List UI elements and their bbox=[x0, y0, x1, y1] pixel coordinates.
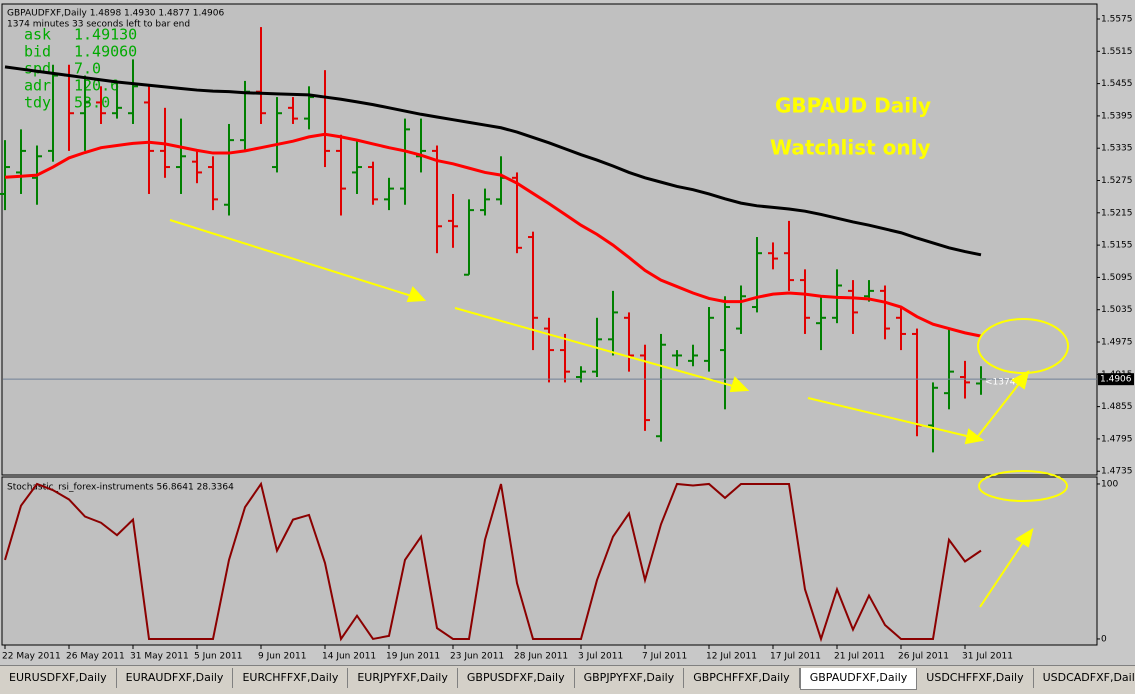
y-tick-label: 1.5095 bbox=[1101, 273, 1133, 283]
tab[interactable]: USDCADFXF,Daily bbox=[1034, 668, 1135, 688]
arrow-head bbox=[406, 286, 427, 303]
arrow-head bbox=[964, 428, 985, 445]
x-tick-label: 28 Jun 2011 bbox=[514, 652, 568, 662]
x-tick-label: 12 Jul 2011 bbox=[706, 652, 757, 662]
info-value: 53.0 bbox=[74, 94, 110, 112]
price-label: 1.4906 bbox=[1100, 375, 1132, 385]
timer-tag: <1374:3 bbox=[985, 378, 1024, 388]
series-line bbox=[4, 65, 982, 257]
info-label: tdy bbox=[24, 94, 51, 112]
tab[interactable]: GBPAUDFXF,Daily bbox=[799, 668, 918, 690]
tab[interactable]: GBPCHFFXF,Daily bbox=[684, 668, 800, 688]
chart: GBPAUDFXF,Daily 1.4898 1.4930 1.4877 1.4… bbox=[0, 0, 1135, 665]
y-tick-label: 1.5575 bbox=[1101, 14, 1133, 24]
annotation: GBPAUD Daily bbox=[775, 94, 931, 118]
trend-arrow bbox=[454, 307, 741, 389]
trend-arrow bbox=[169, 219, 419, 299]
arrow-head bbox=[1011, 370, 1030, 390]
info-value: 1.49130 bbox=[74, 26, 137, 44]
price-panel bbox=[1, 3, 1098, 476]
series-line bbox=[4, 132, 982, 338]
y-tick-label: 1.5035 bbox=[1101, 305, 1133, 315]
tab[interactable]: USDCHFFXF,Daily bbox=[917, 668, 1034, 688]
info-label: bid bbox=[24, 43, 51, 61]
x-tick-label: 3 Jul 2011 bbox=[578, 652, 623, 662]
trend-arrow bbox=[979, 537, 1027, 608]
annotation: Watchlist only bbox=[770, 136, 931, 160]
y-tick-label: 1.5215 bbox=[1101, 208, 1133, 218]
tab[interactable]: GBPJPYFXF,Daily bbox=[575, 668, 685, 688]
symbol-line: GBPAUDFXF,Daily 1.4898 1.4930 1.4877 1.4… bbox=[7, 9, 225, 19]
x-tick-label: 22 May 2011 bbox=[2, 652, 61, 662]
x-tick-label: 26 Jul 2011 bbox=[898, 652, 949, 662]
y-tick-label: 1.4735 bbox=[1101, 467, 1133, 477]
tab[interactable]: EURJPYFXF,Daily bbox=[348, 668, 458, 688]
indicator-title: Stochastic_rsi_forex-instruments 56.8641… bbox=[7, 483, 234, 493]
tab-bar: EURUSDFXF,Daily EURAUDFXF,Daily EURCHFFXF,… bbox=[0, 665, 1135, 694]
x-tick-label: 26 May 2011 bbox=[66, 652, 125, 662]
y-tick-label: 1.5455 bbox=[1101, 79, 1133, 89]
x-tick-label: 17 Jul 2011 bbox=[770, 652, 821, 662]
trend-arrow bbox=[974, 379, 1023, 441]
highlight-ellipse bbox=[977, 318, 1069, 374]
tab[interactable]: GBPUSDFXF,Daily bbox=[458, 668, 575, 688]
x-tick-label: 5 Jun 2011 bbox=[194, 652, 242, 662]
info-label: ask bbox=[24, 26, 51, 44]
y-tick-label: 1.5515 bbox=[1101, 47, 1133, 57]
x-tick-label: 21 Jul 2011 bbox=[834, 652, 885, 662]
arrow-head bbox=[729, 376, 750, 393]
indicator-panel bbox=[1, 476, 1098, 646]
x-tick-label: 7 Jul 2011 bbox=[642, 652, 687, 662]
y-tick-label: 1.5155 bbox=[1101, 241, 1133, 251]
y-tick-label: 1.4855 bbox=[1101, 402, 1133, 412]
highlight-ellipse bbox=[978, 470, 1068, 502]
y-tick-label: 1.5395 bbox=[1101, 111, 1133, 121]
x-tick-label: 19 Jun 2011 bbox=[386, 652, 440, 662]
tab[interactable]: EURUSDFXF,Daily bbox=[0, 668, 117, 688]
y-tick-label: 0 bbox=[1101, 634, 1107, 644]
x-tick-label: 23 Jun 2011 bbox=[450, 652, 504, 662]
y-tick-label: 1.5335 bbox=[1101, 144, 1133, 154]
drawings bbox=[169, 219, 1069, 608]
x-tick-label: 31 Jul 2011 bbox=[962, 652, 1013, 662]
trend-arrow bbox=[807, 397, 976, 439]
series-line bbox=[4, 481, 982, 643]
tab[interactable]: EURAUDFXF,Daily bbox=[117, 668, 234, 688]
x-tick-label: 14 Jun 2011 bbox=[322, 652, 376, 662]
price-label-box bbox=[1098, 373, 1134, 386]
y-tick-label: 1.4975 bbox=[1101, 338, 1133, 348]
timer: 1374 minutes 33 seconds left to bar end bbox=[7, 20, 190, 30]
info-label: spd bbox=[24, 60, 51, 78]
y-tick-label: 100 bbox=[1101, 479, 1118, 489]
info-label: adr bbox=[24, 77, 51, 95]
y-tick-label: 1.5275 bbox=[1101, 176, 1133, 186]
arrow-head bbox=[1015, 527, 1034, 548]
x-tick-label: 31 May 2011 bbox=[130, 652, 189, 662]
info-value: 7.0 bbox=[74, 60, 101, 78]
y-tick-label: 1.4795 bbox=[1101, 434, 1133, 444]
plot: 1.5575 1.5515 1.5455 1.5395 1.5335 1.5275 1.52… bbox=[0, 14, 1134, 662]
info-value: 1.49060 bbox=[74, 43, 137, 61]
tab[interactable]: EURCHFFXF,Daily bbox=[233, 668, 349, 688]
x-tick-label: 9 Jun 2011 bbox=[258, 652, 306, 662]
